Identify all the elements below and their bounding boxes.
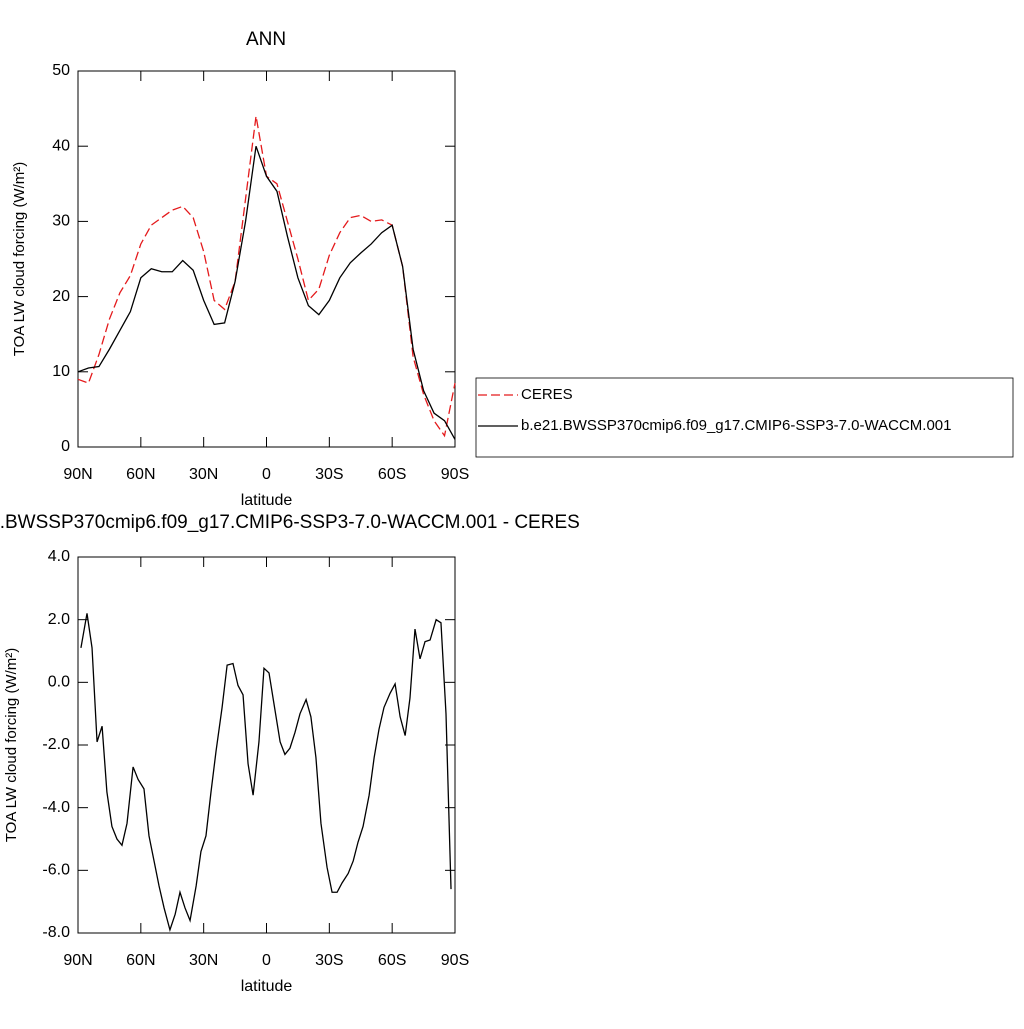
x-tick-label: 90S — [441, 952, 469, 969]
x-tick-label: 90N — [63, 952, 92, 969]
x-tick-label: 30S — [315, 952, 343, 969]
chart-title: b.e21.BWSSP370cmip6.f09_g17.CMIP6-SSP3-7… — [0, 512, 580, 533]
y-tick-label: -2.0 — [42, 736, 70, 753]
x-tick-label: 90N — [63, 466, 92, 483]
y-tick-label: 50 — [52, 62, 70, 79]
plot-frame — [77, 556, 456, 934]
x-tick-label: 30N — [189, 952, 218, 969]
y-tick-label: -8.0 — [42, 924, 70, 941]
y-tick-label: 30 — [52, 213, 70, 230]
x-tick-label: 60S — [378, 466, 406, 483]
y-tick-label: -6.0 — [42, 862, 70, 879]
x-tick-label: 60S — [378, 952, 406, 969]
series-line — [77, 145, 456, 440]
x-axis-label: latitude — [241, 978, 293, 995]
legend-box — [475, 377, 1014, 458]
y-tick-label: 10 — [52, 363, 70, 380]
x-tick-label: 30S — [315, 466, 343, 483]
x-tick-label: 0 — [262, 466, 271, 483]
series-line — [80, 613, 452, 933]
x-axis-label: latitude — [241, 492, 293, 509]
plot-frame — [77, 70, 456, 448]
x-tick-label: 60N — [126, 952, 155, 969]
y-axis-label: TOA LW cloud forcing (W/m²) — [11, 162, 28, 356]
y-axis-label: TOA LW cloud forcing (W/m²) — [3, 648, 20, 842]
y-tick-label: 0 — [61, 438, 70, 455]
y-tick-label: 20 — [52, 288, 70, 305]
legend-label: CERES — [521, 386, 573, 403]
y-tick-label: -4.0 — [42, 799, 70, 816]
x-tick-label: 60N — [126, 466, 155, 483]
y-tick-label: 0.0 — [48, 674, 70, 691]
x-tick-label: 0 — [262, 952, 271, 969]
y-tick-label: 2.0 — [48, 611, 70, 628]
chart-title: ANN — [246, 29, 286, 50]
series-line — [77, 116, 456, 438]
x-tick-label: 30N — [189, 466, 218, 483]
x-tick-label: 90S — [441, 466, 469, 483]
y-tick-label: 4.0 — [48, 548, 70, 565]
legend-label: b.e21.BWSSP370cmip6.f09_g17.CMIP6-SSP3-7… — [521, 417, 951, 434]
y-tick-label: 40 — [52, 137, 70, 154]
